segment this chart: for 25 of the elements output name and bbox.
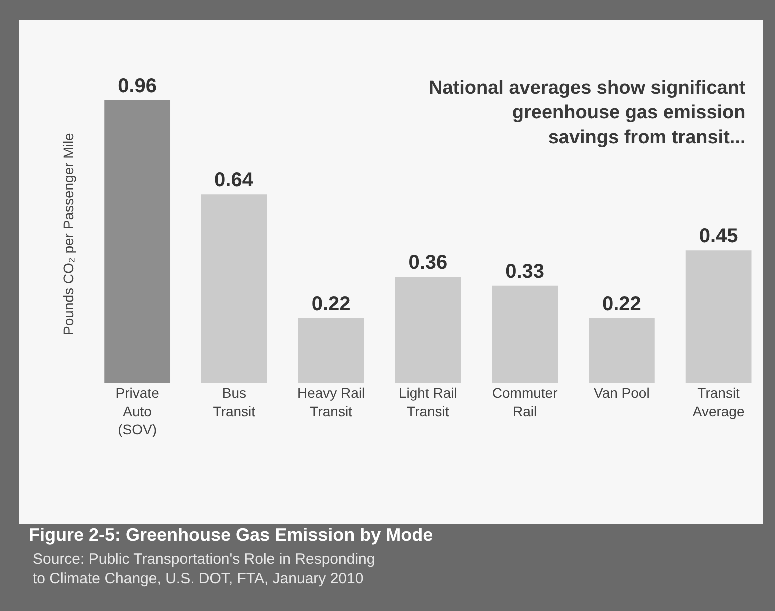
bar — [298, 318, 364, 384]
source-note: Source: Public Transportation's Role in Responding to Climate Change, U.S. DOT, FTA, January 2010 — [33, 551, 376, 588]
x-tick-label: Commuter Rail — [492, 385, 558, 420]
x-tick-label: Heavy Rail Transit — [297, 385, 366, 420]
bar — [686, 250, 752, 384]
x-tick-label: Transit Average — [692, 385, 745, 420]
data-label: 0.45 — [699, 226, 738, 248]
bar — [202, 194, 268, 384]
x-tick-label: Bus Transit — [213, 385, 256, 420]
bar — [104, 100, 171, 384]
data-label: 0.64 — [214, 170, 254, 192]
x-tick-label: Private Auto (SOV) — [116, 385, 160, 438]
y-axis-title: Pounds CO₂ per Passenger Mile — [60, 132, 77, 336]
text: Figure 2-5: Greenhouse Gas Emission by Mode — [29, 525, 434, 545]
x-tick-label: Light Rail Transit — [398, 385, 458, 420]
annotation: National averages show significant greenhouse gas emission savings from transit... — [429, 78, 746, 148]
bar — [395, 277, 462, 384]
data-label: 0.22 — [312, 293, 351, 316]
data-label: 0.22 — [602, 293, 642, 316]
bar — [589, 318, 655, 384]
data-label: 0.96 — [118, 75, 158, 98]
data-label: 0.33 — [506, 260, 545, 283]
bar — [492, 286, 558, 384]
x-tick-label: Van Pool — [594, 385, 650, 402]
data-label: 0.36 — [408, 252, 448, 274]
